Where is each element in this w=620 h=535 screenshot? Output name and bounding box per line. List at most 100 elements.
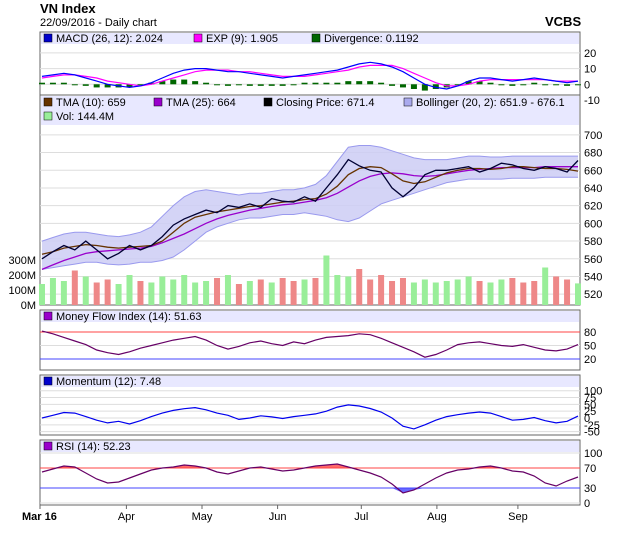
volume-bar bbox=[181, 275, 187, 305]
y-tick-label: 600 bbox=[584, 218, 602, 230]
divergence-bar bbox=[72, 84, 78, 85]
x-tick-label: Jun bbox=[269, 511, 287, 523]
volume-bar bbox=[214, 278, 220, 305]
brown-square-icon bbox=[44, 98, 52, 106]
volume-bar bbox=[498, 280, 504, 306]
volume-bar bbox=[345, 277, 351, 306]
volume-bar bbox=[105, 280, 111, 306]
divergence-bar bbox=[291, 84, 297, 85]
x-tick-label: Apr bbox=[118, 511, 135, 523]
volume-bar bbox=[411, 283, 417, 306]
volume-bar bbox=[553, 277, 559, 306]
y-tick-label: 10 bbox=[584, 64, 596, 76]
lightgreen-square-icon bbox=[44, 112, 52, 120]
volume-bar bbox=[422, 280, 428, 306]
lavender-square-icon bbox=[404, 98, 412, 106]
divergence-bar bbox=[389, 84, 395, 86]
y-tick-label: 660 bbox=[584, 165, 602, 177]
legend-label-rsi-0: RSI (14): 52.23 bbox=[56, 441, 131, 453]
volume-bar bbox=[433, 283, 439, 306]
legend-label-price-3: Bollinger (20, 2): 651.9 - 676.1 bbox=[416, 97, 565, 109]
divergence-bar bbox=[575, 84, 581, 85]
volume-bar bbox=[542, 268, 548, 306]
y-tick-label: 20 bbox=[584, 354, 596, 366]
legend-label-mfi-0: Money Flow Index (14): 51.63 bbox=[56, 311, 202, 323]
divergence-bar bbox=[94, 84, 100, 87]
volume-tick-label: 0M bbox=[21, 300, 36, 312]
volume-bar bbox=[455, 280, 461, 306]
divergence-bar bbox=[83, 84, 89, 86]
volume-bar bbox=[323, 256, 329, 306]
divergence-bar bbox=[203, 83, 209, 85]
brand-label: VCBS bbox=[545, 14, 581, 29]
divergence-bar bbox=[192, 81, 198, 84]
volume-tick-label: 300M bbox=[8, 255, 36, 267]
volume-bar bbox=[225, 275, 231, 305]
volume-bar bbox=[509, 278, 515, 305]
volume-bar bbox=[236, 284, 242, 305]
chart-stage: VN Index 22/09/2016 - Daily chart VCBS 2… bbox=[0, 0, 620, 535]
divergence-bar bbox=[531, 83, 537, 85]
chart-subtitle: 22/09/2016 - Daily chart bbox=[40, 17, 157, 29]
divergence-bar bbox=[378, 83, 384, 85]
divergence-bar bbox=[509, 84, 515, 86]
blue-square-icon bbox=[44, 377, 52, 385]
black-square-icon bbox=[264, 98, 272, 106]
y-tick-label: 560 bbox=[584, 254, 602, 266]
volume-bar bbox=[575, 283, 581, 305]
y-tick-label: 100 bbox=[584, 448, 602, 460]
y-tick-label: 80 bbox=[584, 327, 596, 339]
legend-label-macd-2: Divergence: 0.1192 bbox=[324, 33, 419, 45]
purple-square-icon bbox=[44, 312, 52, 320]
purple-square-icon bbox=[44, 442, 52, 450]
volume-bar bbox=[72, 271, 78, 306]
volume-tick-label: 100M bbox=[8, 285, 36, 297]
volume-bar bbox=[389, 281, 395, 305]
volume-bar bbox=[116, 284, 122, 305]
legend-label-price-2: Closing Price: 671.4 bbox=[276, 97, 374, 109]
volume-bar bbox=[302, 280, 308, 306]
volume-bar bbox=[159, 277, 165, 306]
volume-bar bbox=[39, 284, 45, 305]
y-tick-label: 540 bbox=[584, 271, 602, 283]
x-axis: Mar 16 Apr May Jun Jul Aug Sep bbox=[22, 505, 528, 523]
divergence-bar bbox=[50, 83, 56, 85]
blue-square-icon bbox=[44, 34, 52, 42]
divergence-bar bbox=[225, 84, 231, 86]
volume-bar bbox=[127, 275, 133, 305]
legend-label-macd-0: MACD (26, 12): 2.024 bbox=[56, 33, 163, 45]
divergence-bar bbox=[280, 84, 286, 86]
volume-bar bbox=[50, 278, 56, 305]
y-tick-label: 30 bbox=[584, 483, 596, 495]
y-tick-label: 680 bbox=[584, 148, 602, 160]
volume-tick-label: 200M bbox=[8, 270, 36, 282]
divergence-bar bbox=[170, 80, 176, 85]
y-tick-label: 0 bbox=[584, 498, 590, 510]
legend-label-momentum-0: Momentum (12): 7.48 bbox=[56, 376, 161, 388]
divergence-bar bbox=[61, 83, 67, 85]
volume-bar bbox=[291, 281, 297, 305]
divergence-bar bbox=[520, 84, 526, 85]
y-tick-label: 50 bbox=[584, 341, 596, 353]
y-tick-label: 20 bbox=[584, 48, 596, 60]
volume-bar bbox=[466, 277, 472, 306]
volume-bar bbox=[312, 278, 318, 305]
volume-bar bbox=[477, 281, 483, 305]
divergence-bar bbox=[356, 81, 362, 84]
divergence-bar bbox=[498, 84, 504, 85]
divergence-bar bbox=[236, 84, 242, 85]
y-tick-label: -10 bbox=[584, 95, 600, 107]
divergence-bar bbox=[334, 83, 340, 85]
y-tick-label: 620 bbox=[584, 201, 602, 213]
divergence-bar bbox=[181, 80, 187, 85]
purple-square-icon bbox=[154, 98, 162, 106]
volume-bar bbox=[531, 281, 537, 305]
y-tick-label: 70 bbox=[584, 463, 596, 475]
volume-bar bbox=[367, 280, 373, 306]
magenta-square-icon bbox=[194, 34, 202, 42]
volume-bar bbox=[520, 283, 526, 306]
y-tick-label: 580 bbox=[584, 236, 602, 248]
legend-label-macd-1: EXP (9): 1.905 bbox=[206, 33, 278, 45]
y-tick-label: 640 bbox=[584, 183, 602, 195]
volume-bar bbox=[170, 280, 176, 306]
